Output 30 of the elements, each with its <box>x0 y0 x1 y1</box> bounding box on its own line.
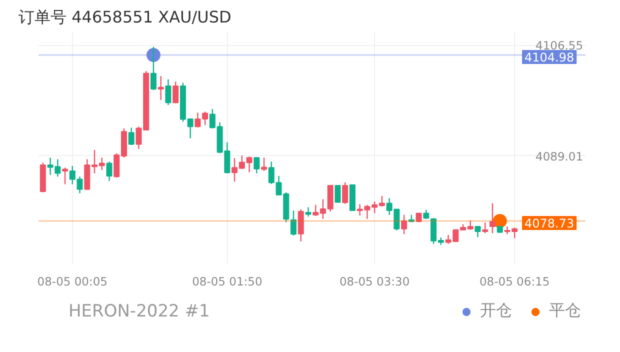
chart-title: 订单号 44658551 XAU/USD <box>18 8 232 26</box>
candlestick <box>150 46 156 91</box>
x-tick-label: 08-05 03:30 <box>339 274 410 288</box>
candlestick <box>261 157 268 172</box>
candlestick <box>489 202 496 234</box>
x-tick-label: 08-05 01:50 <box>192 274 262 288</box>
candlestick <box>62 167 68 185</box>
text: HERON-2022 #1 <box>68 302 210 322</box>
ref-line-label: 4104.98 <box>524 50 574 65</box>
candlestick <box>482 222 488 234</box>
candlestick <box>172 81 179 104</box>
candlestick <box>106 160 112 182</box>
legend-label: 平仓 <box>549 300 581 322</box>
candlestick <box>158 75 164 101</box>
x-tick-label: 08-05 06:15 <box>480 274 550 288</box>
candlestick <box>474 226 481 238</box>
candlestick <box>165 78 172 106</box>
candlestick <box>401 214 408 235</box>
candlestick <box>298 208 304 242</box>
legend-label: 开仓 <box>480 300 512 322</box>
candlestick <box>128 127 134 146</box>
candlestick <box>334 185 341 203</box>
y-tick-label: 4089.01 <box>536 149 584 164</box>
candlestick <box>305 206 312 218</box>
candlestick <box>254 157 260 174</box>
candlestick <box>342 182 348 204</box>
x-tick-label: 08-05 00:05 <box>37 274 108 288</box>
ref-line-label: 4078.73 <box>524 216 574 230</box>
y-tick-label: 4106.55 <box>536 38 584 53</box>
candlestick <box>290 210 297 236</box>
